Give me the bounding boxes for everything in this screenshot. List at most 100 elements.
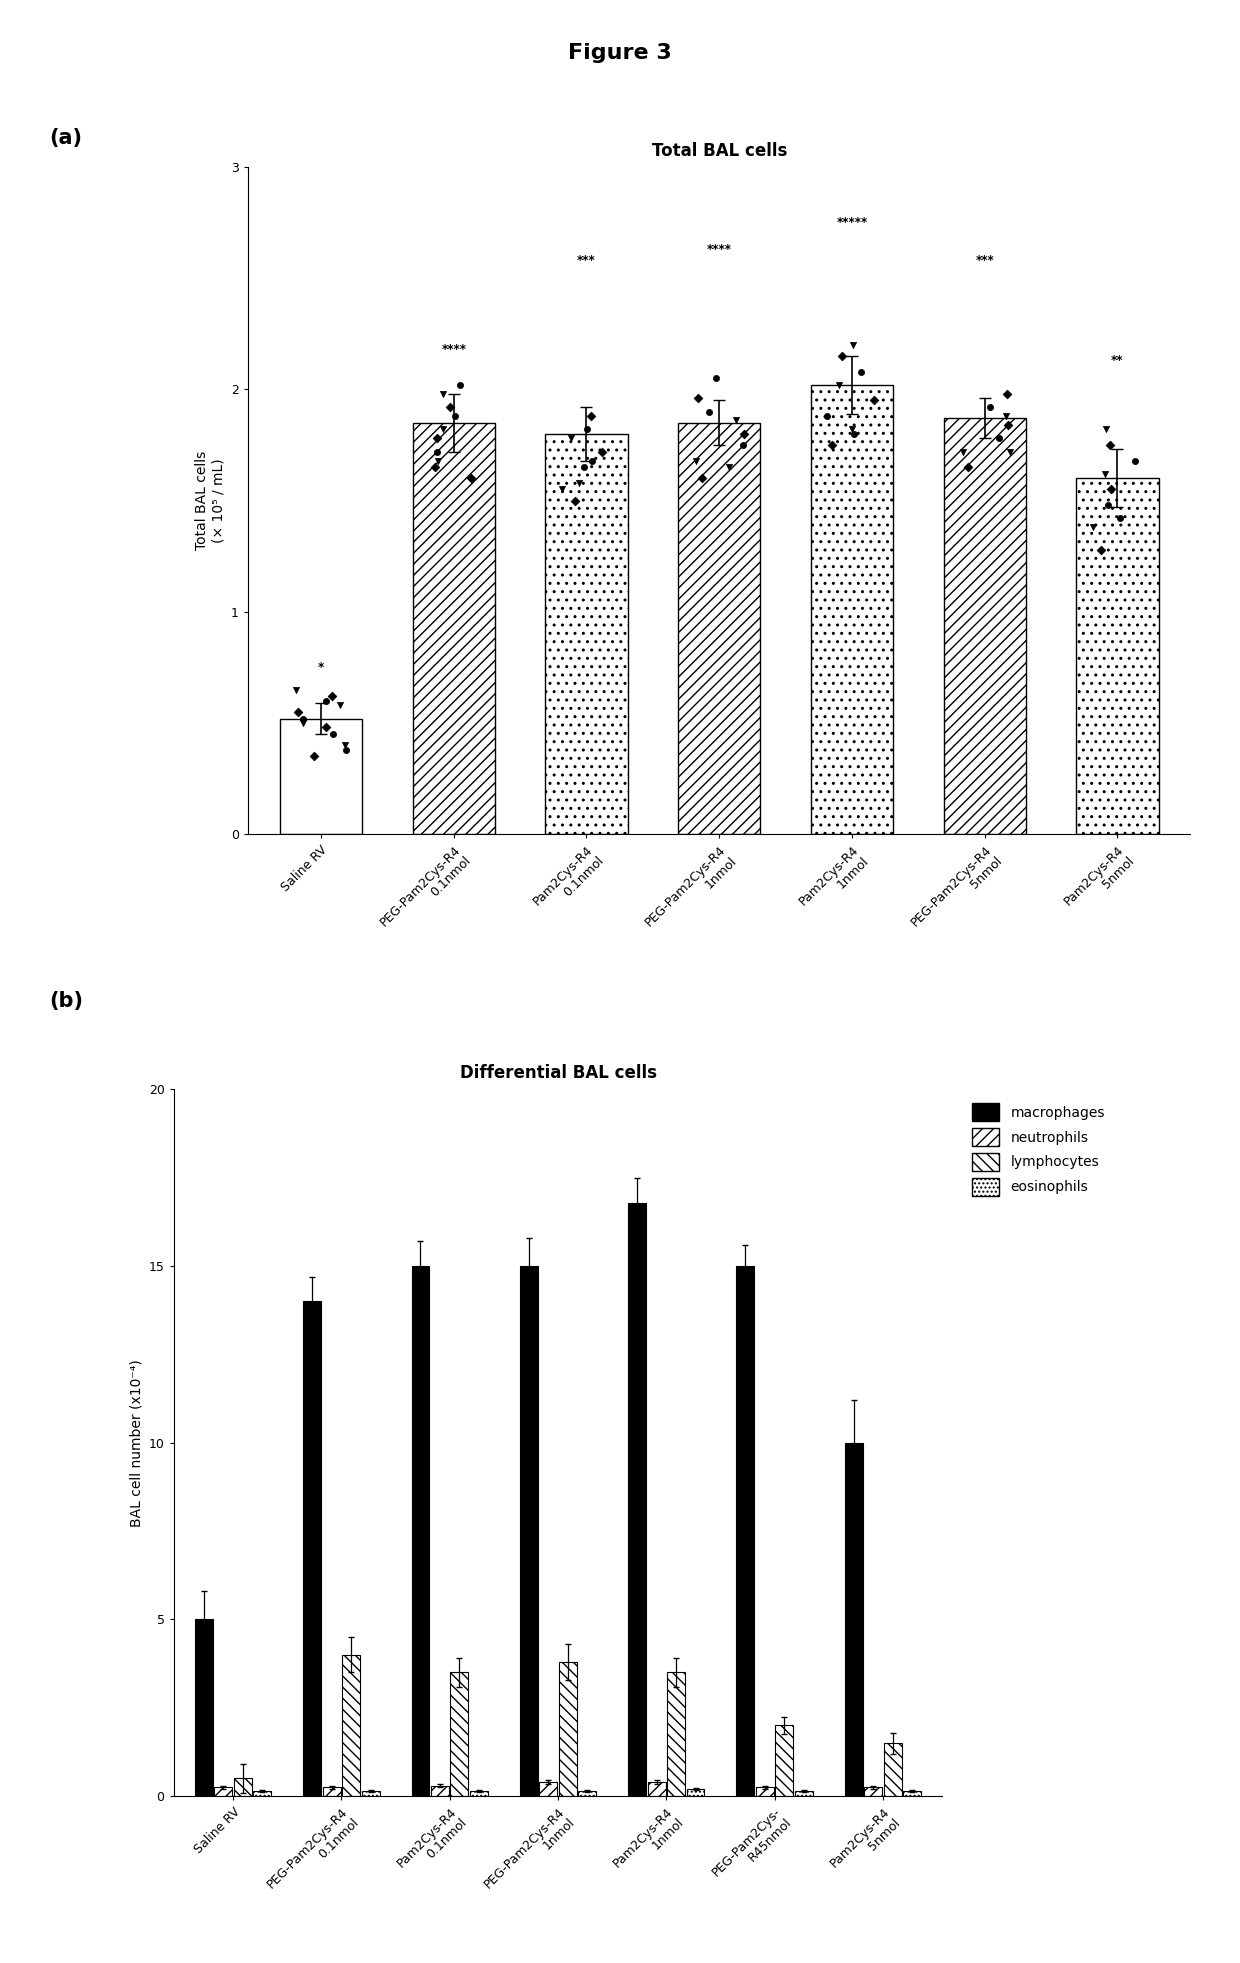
Bar: [884, 1743, 901, 1796]
Point: [999, 436, 1019, 467]
Bar: [1076, 479, 1158, 834]
Point: [1125, 446, 1145, 477]
Text: ***: ***: [976, 253, 994, 267]
Point: [733, 430, 753, 461]
Bar: [864, 1786, 882, 1796]
Point: [830, 369, 849, 400]
Point: [429, 446, 449, 477]
Point: [688, 383, 708, 414]
Bar: [775, 1725, 794, 1796]
Point: [565, 485, 585, 516]
Bar: [795, 1790, 812, 1796]
Point: [734, 418, 754, 450]
Point: [1100, 430, 1120, 461]
Point: [553, 473, 573, 504]
Point: [844, 418, 864, 450]
Point: [445, 400, 465, 432]
Point: [842, 414, 862, 446]
Title: Differential BAL cells: Differential BAL cells: [460, 1064, 656, 1082]
Bar: [678, 422, 760, 834]
Bar: [322, 1786, 341, 1796]
Bar: [811, 385, 893, 834]
Point: [427, 422, 446, 453]
Point: [574, 451, 594, 483]
Point: [990, 422, 1009, 453]
Text: ****: ****: [707, 243, 732, 255]
Text: ****: ****: [441, 344, 466, 355]
Y-axis label: BAL cell number (x10⁻⁴): BAL cell number (x10⁻⁴): [129, 1358, 143, 1527]
Point: [1110, 503, 1130, 534]
Point: [952, 436, 972, 467]
Point: [706, 363, 725, 395]
Point: [285, 673, 305, 705]
Point: [293, 707, 312, 738]
Point: [998, 408, 1018, 440]
Bar: [450, 1672, 469, 1796]
Point: [1101, 473, 1121, 504]
Bar: [234, 1778, 252, 1796]
Point: [336, 734, 356, 766]
Point: [331, 689, 351, 720]
Text: (a): (a): [50, 128, 83, 147]
Point: [578, 414, 598, 446]
Bar: [687, 1788, 704, 1796]
Point: [996, 400, 1016, 432]
Bar: [629, 1203, 646, 1796]
Point: [692, 463, 712, 495]
Point: [293, 703, 312, 734]
Point: [980, 391, 999, 422]
Point: [1091, 534, 1111, 565]
Point: [433, 379, 453, 410]
Point: [583, 446, 603, 477]
Point: [316, 713, 336, 744]
Point: [817, 400, 837, 432]
Point: [322, 681, 342, 713]
Point: [822, 430, 842, 461]
Point: [461, 463, 481, 495]
Bar: [559, 1663, 577, 1796]
Bar: [432, 1786, 449, 1796]
Point: [316, 685, 336, 716]
Title: Total BAL cells: Total BAL cells: [651, 141, 787, 159]
Point: [427, 436, 446, 467]
Bar: [304, 1301, 321, 1796]
Bar: [412, 1266, 429, 1796]
Bar: [520, 1266, 538, 1796]
Point: [851, 355, 870, 387]
Bar: [844, 1443, 863, 1796]
Point: [440, 391, 460, 422]
Text: ***: ***: [577, 253, 596, 267]
Bar: [737, 1266, 754, 1796]
Point: [424, 451, 444, 483]
Bar: [413, 422, 495, 834]
Point: [324, 718, 343, 750]
Point: [864, 385, 884, 416]
Text: **: **: [1111, 353, 1123, 367]
Point: [560, 422, 580, 453]
Point: [1095, 457, 1115, 489]
Bar: [667, 1672, 684, 1796]
Point: [1096, 414, 1116, 446]
Point: [288, 697, 308, 728]
Text: *****: *****: [836, 216, 868, 230]
Bar: [253, 1790, 272, 1796]
Text: (b): (b): [50, 991, 83, 1011]
Point: [1084, 512, 1104, 544]
Bar: [195, 1619, 213, 1796]
Point: [1099, 489, 1118, 520]
Point: [959, 451, 978, 483]
Bar: [647, 1782, 666, 1796]
Point: [725, 404, 745, 436]
Bar: [215, 1786, 232, 1796]
Point: [832, 340, 852, 371]
Point: [843, 330, 863, 361]
Bar: [578, 1790, 596, 1796]
Bar: [944, 418, 1025, 834]
Bar: [539, 1782, 557, 1796]
Point: [434, 414, 454, 446]
Text: *: *: [317, 662, 324, 673]
Point: [591, 436, 611, 467]
Bar: [280, 718, 362, 834]
Bar: [342, 1655, 360, 1796]
Bar: [470, 1790, 487, 1796]
